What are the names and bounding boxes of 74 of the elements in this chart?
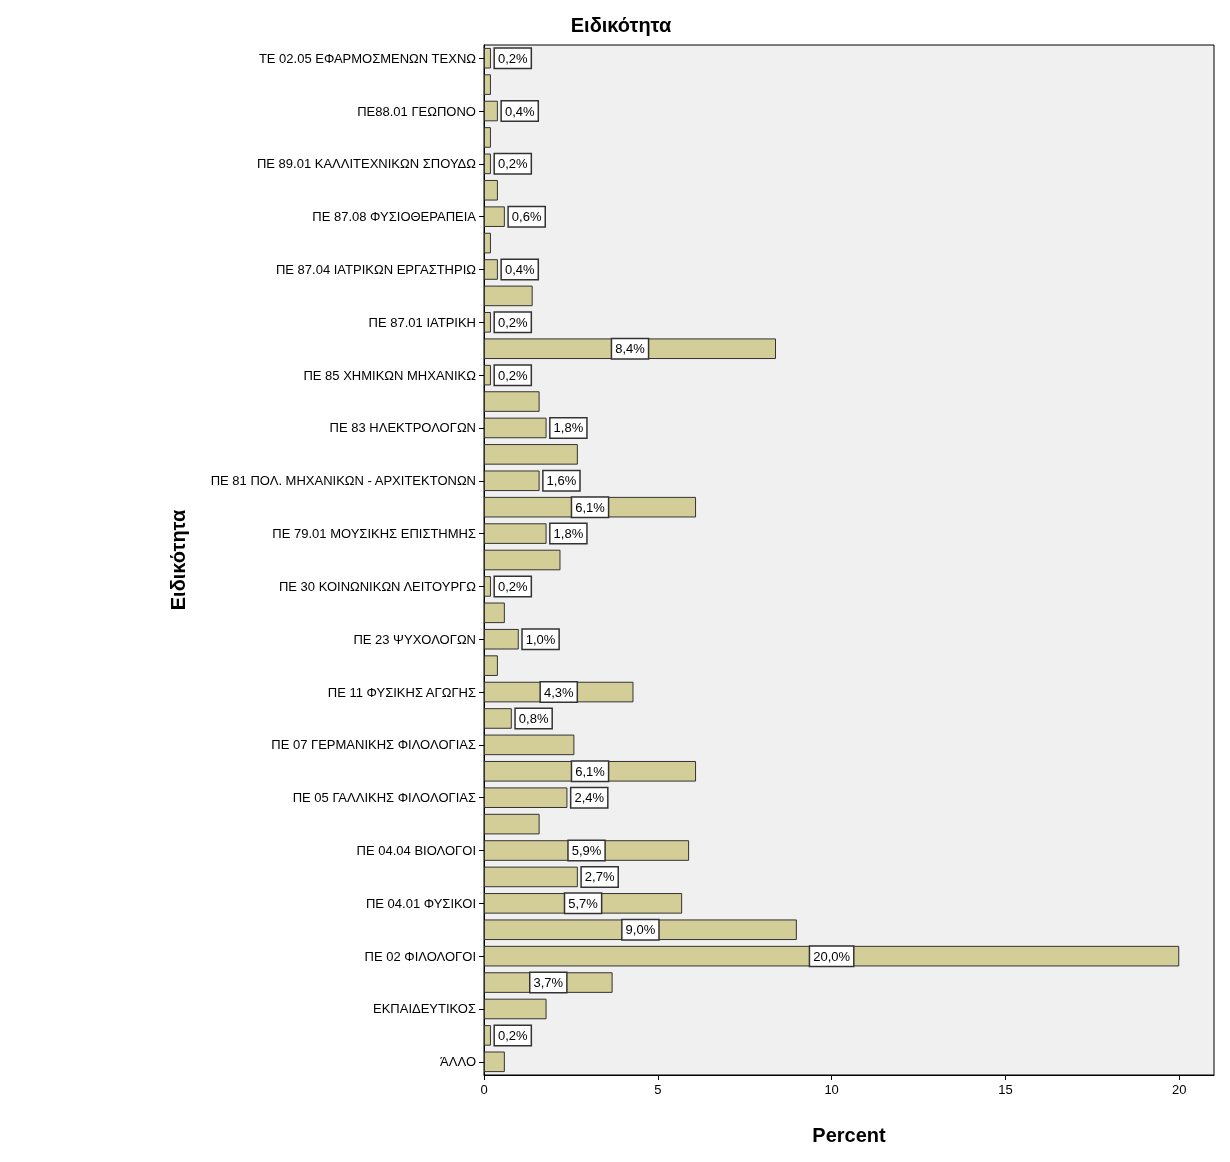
bar bbox=[484, 74, 491, 95]
data-label: 2,7% bbox=[584, 869, 615, 885]
y-tick-label: ΠΕ 23 ΨΥΧΟΛΟΓΩΝ bbox=[353, 631, 476, 647]
y-tick-label: ΠΕ 04.04 ΒΙΟΛΟΓΟΙ bbox=[356, 843, 476, 859]
y-tick-label: ΠΕ 87.08 ΦΥΣΙΟΘΕΡΑΠΕΙΑ bbox=[312, 209, 477, 225]
data-label: 6,1% bbox=[575, 763, 606, 779]
bar bbox=[484, 1025, 491, 1046]
y-tick-label: ΤΕ 02.05 ΕΦΑΡΜΟΣΜΕΝΩΝ ΤΕΧΝΩ bbox=[258, 50, 477, 66]
y-tick-label: ΠΕ 85 ΧΗΜΙΚΩΝ ΜΗΧΑΝΙΚΩ bbox=[303, 367, 477, 383]
bar bbox=[484, 998, 547, 1020]
y-axis-title: Ειδικότητα bbox=[167, 509, 189, 611]
data-label: 4,3% bbox=[543, 684, 574, 700]
y-tick-label: ΠΕ 11 ΦΥΣΙΚΗΣ ΑΓΩΓΗΣ bbox=[327, 684, 476, 700]
y-tick-label: ΠΕ 83 ΗΛΕΚΤΡΟΛΟΓΩΝ bbox=[329, 420, 476, 436]
data-label: 0,2% bbox=[497, 156, 529, 172]
bar bbox=[484, 312, 491, 333]
data-label: 2,4% bbox=[574, 790, 605, 806]
bar bbox=[484, 232, 491, 254]
data-label: 1,6% bbox=[546, 473, 577, 489]
bar bbox=[484, 47, 491, 69]
y-tick-label: ΠΕ 87.04 ΙΑΤΡΙΚΩΝ ΕΡΓΑΣΤΗΡΙΩ bbox=[275, 261, 477, 277]
bar bbox=[484, 285, 533, 307]
y-tick-label: ΠΕ 89.01 ΚΑΛΛΙΤΕΧΝΙΚΩΝ ΣΠΟΥΔΩ bbox=[256, 156, 477, 172]
x-axis-title: Percent bbox=[812, 1124, 887, 1146]
bar bbox=[484, 444, 578, 465]
bar bbox=[484, 734, 575, 756]
y-tick-label: ΠΕ 05 ΓΑΛΛΙΚΗΣ ΦΙΛΟΛΟΓΙΑΣ bbox=[292, 790, 476, 806]
y-tick-label: ΠΕ 81 ΠΟΛ. ΜΗΧΑΝΙΚΩΝ - ΑΡΧΙΤΕΚΤΟΝΩΝ bbox=[210, 473, 476, 489]
data-label: 1,0% bbox=[525, 631, 556, 647]
data-label: 0,6% bbox=[511, 209, 542, 225]
bar bbox=[484, 179, 498, 201]
x-tick-label: 15 bbox=[998, 1082, 1013, 1097]
bar bbox=[484, 364, 491, 386]
y-tick-label: ΕΚΠΑΙΔΕΥΤΙΚΟΣ bbox=[372, 1001, 476, 1017]
data-label: 8,4% bbox=[615, 341, 646, 357]
data-label: 0,2% bbox=[497, 578, 529, 594]
data-label: 0,2% bbox=[497, 314, 529, 330]
y-tick-label: ΠΕ 79.01 ΜΟΥΣΙΚΗΣ ΕΠΙΣΤΗΜΗΣ bbox=[272, 526, 476, 542]
y-tick-label: ΠΕ 04.01 ΦΥΣΙΚΟΙ bbox=[365, 895, 476, 911]
data-label: 5,7% bbox=[568, 895, 599, 911]
y-tick-label: ΠΕ 02 ΦΙΛΟΛΟΓΟΙ bbox=[364, 948, 476, 964]
bar bbox=[484, 1051, 505, 1073]
y-tick-label: ΠΕ 07 ΓΕΡΜΑΝΙΚΗΣ ΦΙΛΟΛΟΓΙΑΣ bbox=[271, 737, 476, 753]
bar bbox=[484, 391, 540, 412]
y-tick-label: ΆΛΛΟ bbox=[440, 1054, 476, 1070]
x-tick-label: 10 bbox=[824, 1082, 839, 1097]
data-label: 0,2% bbox=[497, 367, 529, 383]
data-label: 9,0% bbox=[625, 922, 656, 938]
bar bbox=[484, 602, 505, 624]
data-label: 6,1% bbox=[575, 499, 606, 515]
data-label: 1,8% bbox=[553, 526, 584, 542]
data-label: 0,8% bbox=[518, 710, 549, 726]
data-label: 0,4% bbox=[504, 103, 535, 119]
data-label: 1,8% bbox=[553, 420, 584, 436]
bar bbox=[484, 655, 498, 676]
bar bbox=[484, 127, 491, 148]
bar bbox=[484, 549, 561, 571]
chart-title: Ειδικότητα bbox=[570, 14, 672, 36]
data-label: 5,9% bbox=[571, 843, 602, 859]
data-label: 0,2% bbox=[497, 1027, 529, 1043]
data-label: 20,0% bbox=[813, 948, 851, 964]
bar bbox=[484, 576, 491, 597]
x-tick-label: 5 bbox=[654, 1082, 662, 1097]
y-tick-label: ΠΕ88.01 ΓΕΩΠΟΝΟ bbox=[357, 103, 476, 119]
y-tick-label: ΠΕ 30 ΚΟΙΝΩΝΙΚΩΝ ΛΕΙΤΟΥΡΓΩ bbox=[278, 578, 477, 594]
bar bbox=[484, 813, 540, 835]
data-label: 0,4% bbox=[504, 261, 535, 277]
bar bbox=[484, 945, 1180, 967]
data-label: 3,7% bbox=[533, 975, 564, 991]
data-label: 0,2% bbox=[497, 50, 529, 66]
x-tick-label: 20 bbox=[1172, 1082, 1187, 1097]
y-tick-label: ΠΕ 87.01 ΙΑΤΡΙΚΗ bbox=[368, 314, 476, 330]
bar bbox=[484, 153, 491, 175]
x-tick-label: 0 bbox=[480, 1082, 488, 1097]
